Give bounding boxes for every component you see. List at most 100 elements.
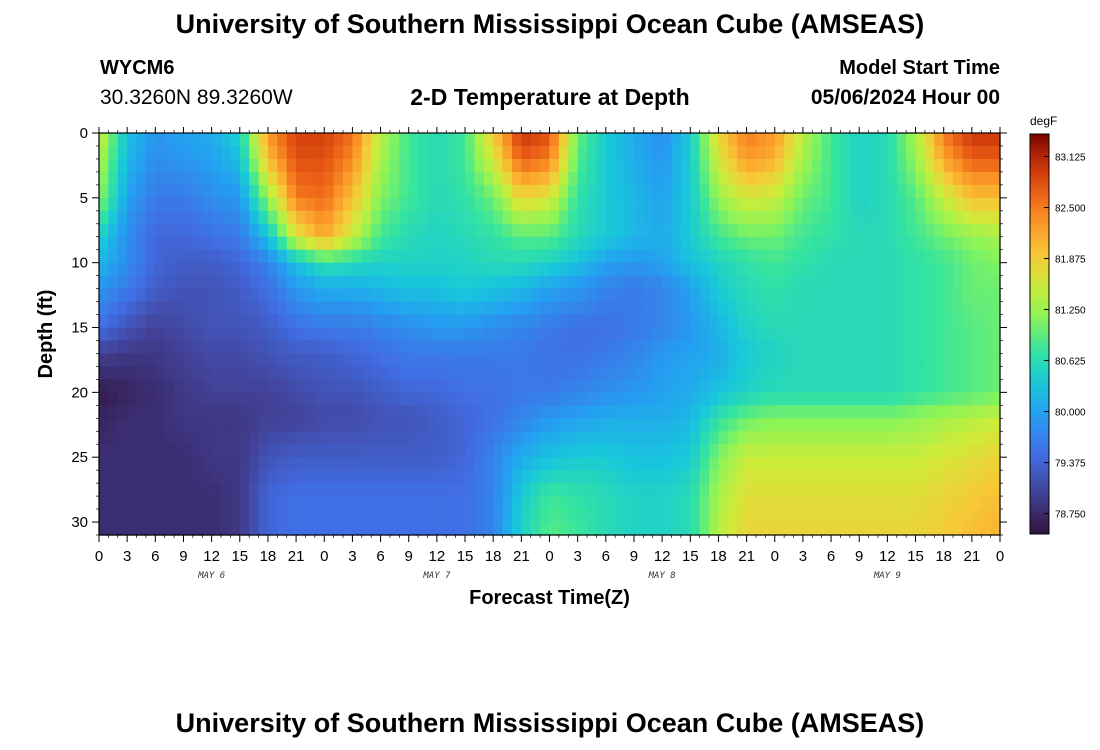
heatmap-cell xyxy=(305,509,316,523)
heatmap-cell xyxy=(436,405,447,419)
heatmap-cell xyxy=(211,509,222,523)
heatmap-cell xyxy=(361,418,372,432)
heatmap-cell xyxy=(258,340,269,355)
heatmap-cell xyxy=(521,522,532,536)
heatmap-cell xyxy=(755,457,766,471)
heatmap-cell xyxy=(183,509,194,523)
heatmap-cell xyxy=(502,366,513,380)
heatmap-cell xyxy=(859,353,870,368)
heatmap-cell xyxy=(924,366,935,380)
heatmap-cell xyxy=(962,210,973,225)
heatmap-cell xyxy=(812,483,823,497)
heatmap-cell xyxy=(117,392,128,406)
heatmap-cell xyxy=(249,210,260,225)
heatmap-cell xyxy=(558,236,569,251)
heatmap-cell xyxy=(981,405,992,419)
heatmap-cell xyxy=(305,184,316,199)
heatmap-cell xyxy=(709,288,720,303)
heatmap-cell xyxy=(643,145,654,160)
heatmap-cell xyxy=(493,509,504,523)
heatmap-cell xyxy=(324,431,335,445)
heatmap-cell xyxy=(343,392,354,406)
heatmap-cell xyxy=(859,133,870,147)
heatmap-cell xyxy=(474,314,485,329)
heatmap-cell xyxy=(408,145,419,160)
heatmap-cell xyxy=(502,470,513,484)
heatmap-cell xyxy=(774,275,785,290)
heatmap-cell xyxy=(896,457,907,471)
heatmap-cell xyxy=(596,210,607,225)
heatmap-cell xyxy=(596,509,607,523)
heatmap-cell xyxy=(953,392,964,406)
heatmap-cell xyxy=(821,483,832,497)
heatmap-cell xyxy=(605,522,616,536)
heatmap-cell xyxy=(709,133,720,147)
heatmap-cell xyxy=(605,275,616,290)
heatmap-cell xyxy=(361,431,372,445)
heatmap-cell xyxy=(521,444,532,458)
heatmap-cell xyxy=(511,301,522,316)
heatmap-cell xyxy=(183,171,194,186)
heatmap-cell xyxy=(765,509,776,523)
heatmap-cell xyxy=(286,236,297,251)
heatmap-cell xyxy=(530,288,541,303)
heatmap-cell xyxy=(361,133,372,147)
heatmap-cell xyxy=(831,366,842,380)
heatmap-cell xyxy=(727,262,738,277)
heatmap-cell xyxy=(192,275,203,290)
heatmap-cell xyxy=(267,301,278,316)
heatmap-cell xyxy=(230,405,241,419)
heatmap-cell xyxy=(136,496,147,510)
heatmap-cell xyxy=(709,496,720,510)
heatmap-cell xyxy=(624,197,635,212)
heatmap-cell xyxy=(831,197,842,212)
heatmap-cell xyxy=(296,509,307,523)
heatmap-cell xyxy=(521,405,532,419)
heatmap-cell xyxy=(680,340,691,355)
heatmap-cell xyxy=(427,262,438,277)
heatmap-cell xyxy=(962,340,973,355)
heatmap-cell xyxy=(483,340,494,355)
heatmap-cell xyxy=(615,327,626,342)
heatmap-cell xyxy=(755,158,766,173)
heatmap-cell xyxy=(164,314,175,329)
heatmap-cell xyxy=(127,223,138,238)
heatmap-cell xyxy=(943,353,954,368)
heatmap-cell xyxy=(493,366,504,380)
heatmap-cell xyxy=(211,133,222,147)
heatmap-cell xyxy=(465,379,476,393)
colorbar-tick-label: 82.500 xyxy=(1055,203,1086,214)
heatmap-cell xyxy=(953,197,964,212)
heatmap-cell xyxy=(662,509,673,523)
heatmap-cell xyxy=(155,522,166,536)
heatmap-cell xyxy=(755,392,766,406)
heatmap-cell xyxy=(540,392,551,406)
heatmap-cell xyxy=(145,483,156,497)
heatmap-cell xyxy=(680,470,691,484)
heatmap-cell xyxy=(164,288,175,303)
heatmap-cell xyxy=(296,444,307,458)
heatmap-cell xyxy=(333,223,344,238)
heatmap-cell xyxy=(352,236,363,251)
heatmap-cell xyxy=(352,483,363,497)
heatmap-cell xyxy=(915,483,926,497)
heatmap-cell xyxy=(155,236,166,251)
heatmap-cell xyxy=(934,509,945,523)
heatmap-cell xyxy=(352,158,363,173)
heatmap-cell xyxy=(361,327,372,342)
heatmap-cell xyxy=(361,470,372,484)
heatmap-cell xyxy=(568,197,579,212)
heatmap-cell xyxy=(230,392,241,406)
heatmap-cell xyxy=(784,353,795,368)
heatmap-cell xyxy=(699,288,710,303)
heatmap-cell xyxy=(136,366,147,380)
heatmap-cell xyxy=(164,301,175,316)
heatmap-cell xyxy=(380,210,391,225)
heatmap-cell xyxy=(230,418,241,432)
heatmap-cell xyxy=(164,431,175,445)
heatmap-cell xyxy=(587,509,598,523)
heatmap-cell xyxy=(108,431,119,445)
heatmap-cell xyxy=(624,340,635,355)
heatmap-cell xyxy=(502,275,513,290)
heatmap-cell xyxy=(399,133,410,147)
